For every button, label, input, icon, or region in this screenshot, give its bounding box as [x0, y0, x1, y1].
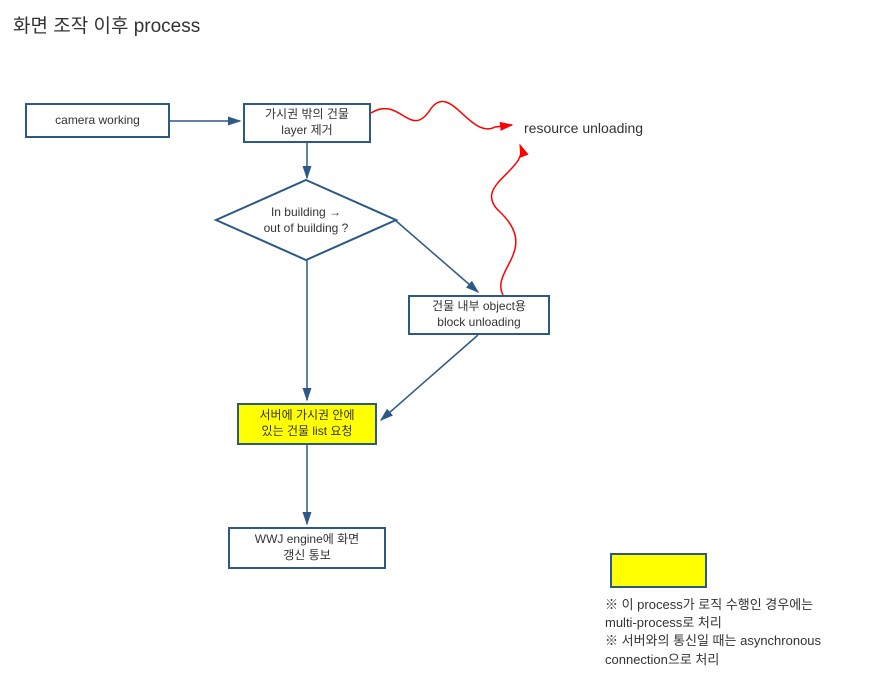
- node-request-text2: 있는 건물 list 요청: [262, 424, 353, 440]
- edge-decision-block: [395, 220, 478, 292]
- edge-block-request: [381, 335, 478, 420]
- node-wwj: WWJ engine에 화면 갱신 통보: [228, 527, 386, 569]
- node-wwj-text2: 갱신 통보: [283, 548, 331, 564]
- node-camera-text: camera working: [55, 113, 140, 129]
- legend-line1: ※ 이 process가 로직 수행인 경우에는: [605, 597, 813, 612]
- legend-line4: connection으로 처리: [605, 652, 719, 667]
- node-wwj-text1: WWJ engine에 화면: [255, 532, 359, 548]
- node-layer-text1: 가시권 밖의 건물: [265, 107, 349, 123]
- decision-text2: out of building ?: [264, 221, 349, 235]
- node-layer-text2: layer 제거: [281, 123, 332, 139]
- node-request: 서버에 가시권 안에 있는 건물 list 요청: [237, 403, 377, 445]
- legend-line2: multi-process로 처리: [605, 615, 722, 630]
- decision-text1: In building →: [271, 205, 341, 219]
- resource-label: resource unloading: [524, 120, 643, 136]
- red-curve-1: [371, 101, 512, 128]
- legend-box: [610, 553, 707, 588]
- node-request-text1: 서버에 가시권 안에: [260, 408, 355, 424]
- legend-text: ※ 이 process가 로직 수행인 경우에는 multi-process로 …: [605, 596, 894, 669]
- node-block: 건물 내부 object용 block unloading: [408, 295, 550, 335]
- red-curve-2: [492, 145, 522, 295]
- node-layer: 가시권 밖의 건물 layer 제거: [243, 103, 371, 143]
- node-block-text2: block unloading: [437, 315, 520, 331]
- decision-text: In building → out of building ?: [241, 205, 371, 236]
- node-block-text1: 건물 내부 object용: [432, 299, 526, 315]
- legend-line3: ※ 서버와의 통신일 때는 asynchronous: [605, 633, 821, 648]
- node-camera: camera working: [25, 103, 170, 138]
- page-title: 화면 조작 이후 process: [13, 11, 200, 38]
